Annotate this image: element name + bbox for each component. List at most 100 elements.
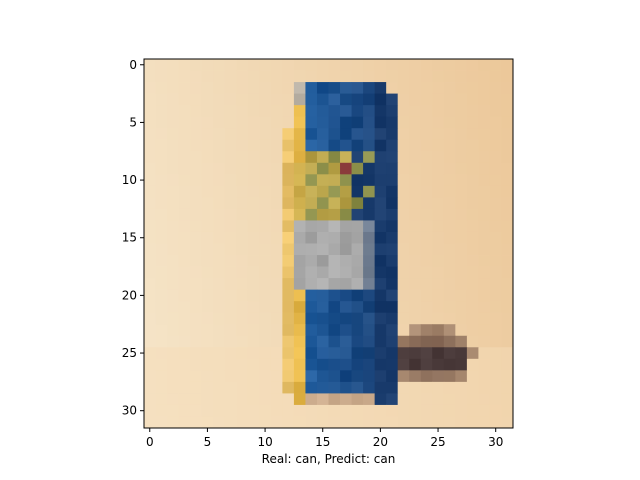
image-pixel [305,139,318,152]
image-pixel [489,381,502,394]
image-pixel [155,59,168,71]
image-pixel [478,312,491,325]
image-pixel [443,312,456,325]
image-pixel [155,324,168,337]
image-pixel [409,197,422,210]
image-pixel [190,93,203,106]
image-pixel [259,59,272,71]
image-pixel [178,128,191,141]
image-pixel [363,358,376,371]
image-pixel [190,278,203,291]
image-pixel [293,208,306,221]
image-pixel [409,162,422,175]
image-pixel [282,404,295,417]
image-pixel [501,70,514,83]
image-pixel [340,381,352,394]
image-pixel [259,82,272,94]
image-pixel [236,116,249,129]
image-pixel [443,358,456,371]
image-pixel [409,324,422,337]
image-pixel [190,174,203,187]
image-pixel [224,381,237,394]
image-pixel [386,278,399,291]
image-pixel [397,116,410,129]
image-pixel [247,185,260,198]
image-pixel [305,278,318,291]
image-pixel [305,197,318,210]
image-pixel [259,324,272,337]
image-pixel [236,174,249,187]
x-tick-label: 10 [257,435,272,449]
image-pixel [247,105,260,118]
image-pixel [409,185,422,198]
image-pixel [420,105,433,118]
y-tick-label: 20 [122,288,137,302]
image-pixel [455,266,468,279]
image-pixel [155,93,168,106]
image-pixel [259,347,272,360]
image-pixel [144,358,156,371]
image-pixel [155,393,168,406]
image-pixel [167,151,179,164]
image-pixel [363,404,376,417]
x-tick-label: 15 [315,435,330,449]
image-pixel [328,301,341,314]
image-pixel [144,174,156,187]
image-pixel [420,404,433,417]
image-pixel [328,70,341,83]
image-pixel [282,105,295,118]
image-pixel [213,231,226,244]
image-pixel [247,208,260,221]
image-pixel [155,266,168,279]
image-pixel [363,278,376,291]
image-pixel [489,231,502,244]
image-pixel [340,243,352,256]
image-pixel [305,416,318,429]
image-pixel [351,93,364,106]
image-pixel [489,197,502,210]
image-pixel [305,162,318,175]
image-pixel [282,243,295,256]
image-pixel [144,59,156,71]
image-pixel [466,404,479,417]
image-pixel [420,70,433,83]
image-pixel [270,139,283,152]
image-pixel [167,358,179,371]
image-pixel [293,220,306,233]
image-pixel [247,312,260,325]
image-pixel [443,347,456,360]
image-pixel [259,404,272,417]
image-pixel [213,404,226,417]
image-pixel [386,70,399,83]
image-pixel [270,301,283,314]
image-pixel [167,416,179,429]
image-pixel [397,324,410,337]
image-pixel [489,116,502,129]
image-pixel [466,185,479,198]
image-pixel [328,93,341,106]
image-pixel [455,347,468,360]
image-pixel [386,162,399,175]
image-pixel [224,231,237,244]
image-pixel [443,185,456,198]
image-pixel [259,70,272,83]
image-pixel [155,162,168,175]
image-pixel [432,105,445,118]
image-pixel [397,151,410,164]
image-pixel [501,151,514,164]
image-pixel [293,162,306,175]
image-pixel [305,185,318,198]
image-pixel [386,185,399,198]
image-pixel [501,370,514,383]
image-pixel [270,324,283,337]
image-pixel [201,312,214,325]
image-pixel [466,381,479,394]
image-pixel [397,266,410,279]
image-pixel [259,93,272,106]
image-pixel [144,128,156,141]
image-pixel [466,243,479,256]
image-pixel [201,151,214,164]
image-pixel [236,139,249,152]
image-pixel [340,139,352,152]
image-pixel [213,335,226,348]
